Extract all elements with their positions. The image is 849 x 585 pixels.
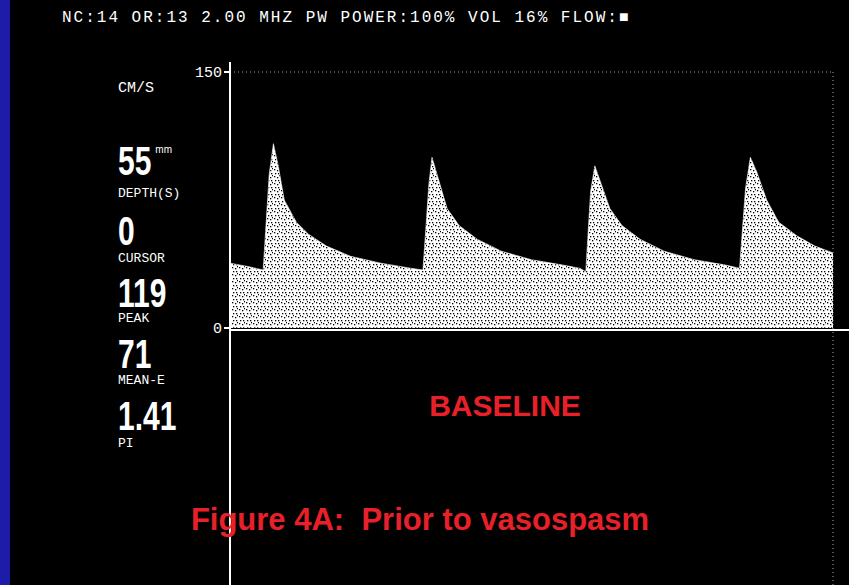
annotation: BASELINE xyxy=(429,389,581,422)
y-tick-label: 150 xyxy=(195,65,222,82)
readout-label: PI xyxy=(118,436,134,451)
readout-unit: mm xyxy=(155,144,172,155)
readout-label: MEAN-E xyxy=(118,373,165,388)
y-tick-label: 0 xyxy=(213,321,222,338)
readout-value: 71 xyxy=(118,332,151,376)
readout-value: 55 xyxy=(118,139,151,183)
frame-top xyxy=(230,72,833,73)
readout-value: 1.41 xyxy=(118,394,176,438)
y-tick xyxy=(224,327,230,329)
baseline-axis xyxy=(230,329,849,331)
slide-border xyxy=(0,0,10,585)
readout-value: 0 xyxy=(118,209,135,253)
title: Figure 4A: Prior to vasospasm xyxy=(191,502,649,537)
readout-label: PEAK xyxy=(118,311,149,326)
plot-area xyxy=(230,144,833,328)
header: NC:14 OR:13 2.00 MHZ PW POWER:100% VOL 1… xyxy=(62,9,630,27)
readout-label: CURSOR xyxy=(118,251,165,266)
y-axis-title: CM/S xyxy=(118,80,154,97)
readout-label: DEPTH(S) xyxy=(118,186,180,201)
y-tick xyxy=(224,71,230,73)
readout-value: 119 xyxy=(118,271,166,315)
spectral-waveform xyxy=(230,144,833,328)
frame-right xyxy=(833,72,834,585)
screen xyxy=(0,0,849,585)
